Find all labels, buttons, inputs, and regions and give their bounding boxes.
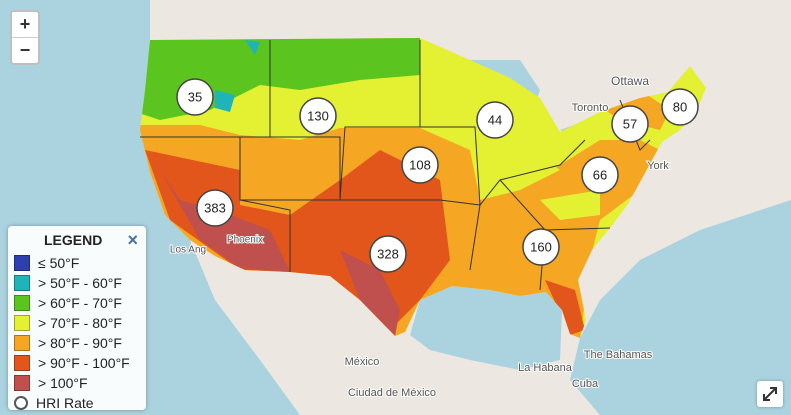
hri-label: 35 [188, 89, 202, 104]
zoom-out[interactable]: − [12, 37, 38, 63]
expand-icon [763, 387, 777, 401]
hri-label: 57 [623, 116, 637, 131]
legend-item: > 90°F - 100°F [14, 354, 130, 372]
hri-marker [611, 105, 649, 143]
temperature-region [215, 40, 260, 112]
hri-marker [581, 156, 619, 194]
legend-item: ≤ 50°F [14, 254, 79, 272]
legend-title: LEGEND [44, 232, 103, 248]
place-label: York [647, 160, 669, 172]
hri-marker [476, 101, 514, 139]
place-label: The Bahamas [584, 349, 653, 361]
legend-item: > 80°F - 90°F [14, 334, 122, 352]
hri-icon [14, 396, 28, 410]
hri-label: 160 [530, 239, 552, 254]
legend-item: > 50°F - 60°F [14, 274, 122, 292]
legend-swatch [14, 255, 30, 271]
place-label: Cuba [572, 378, 599, 390]
legend-swatch [14, 375, 30, 391]
hri-label: 328 [377, 246, 399, 261]
hri-label: 44 [488, 112, 502, 127]
place-label: Toronto [572, 102, 609, 114]
legend-swatch [14, 315, 30, 331]
hri-label: 80 [673, 99, 687, 114]
legend-label: > 90°F - 100°F [38, 355, 130, 371]
hri-label: 66 [593, 167, 607, 182]
place-labels: Ottawa Toronto York Los Ang Phoenix México La … [169, 73, 670, 400]
hri-marker [522, 228, 560, 266]
hri-label: 383 [204, 200, 226, 215]
legend-item: HRI Rate [14, 394, 94, 412]
zoom-in[interactable]: + [19, 14, 31, 34]
legend-label: ≤ 50°F [38, 255, 80, 271]
legend-item: > 60°F - 70°F [14, 294, 122, 312]
place-label: Los Ang [170, 245, 206, 256]
legend-swatch [14, 295, 30, 311]
gulf [410, 286, 562, 370]
place-label: La Habana [518, 362, 573, 374]
hri-marker [401, 146, 439, 184]
legend-close[interactable]: × [127, 230, 138, 250]
hri-marker [369, 235, 407, 273]
atlantic [570, 200, 791, 415]
legend-label: > 80°F - 90°F [38, 335, 122, 351]
legend-label: > 50°F - 60°F [38, 275, 122, 291]
legend-item: > 70°F - 80°F [14, 314, 122, 332]
temperature-region [545, 280, 585, 335]
temperature-region [160, 170, 400, 336]
legend: LEGEND × ≤ 50°F > 50°F - 60°F > 60°F - 70°… [8, 226, 146, 412]
markers: 35 130 44 57 80 108 66 383 328 160 [176, 78, 699, 273]
hri-label: 108 [409, 157, 431, 172]
hri-label: 130 [307, 108, 329, 123]
place-label: Ciudad de México [348, 387, 436, 399]
expand-button[interactable] [757, 381, 783, 407]
place-label: Ottawa [611, 74, 649, 88]
hri-marker [661, 88, 699, 126]
legend-label: > 70°F - 80°F [38, 315, 122, 331]
legend-label: > 60°F - 70°F [38, 295, 122, 311]
legend-item: > 100°F [14, 374, 88, 392]
legend-swatch [14, 275, 30, 291]
legend-swatch [14, 355, 30, 371]
legend-label: > 100°F [38, 375, 88, 391]
legend-label: HRI Rate [36, 395, 94, 411]
hri-marker [196, 189, 234, 227]
zoom-control: + − [10, 10, 40, 65]
hri-marker [176, 78, 214, 116]
temperature-region [480, 140, 600, 220]
hri-marker [299, 97, 337, 135]
legend-swatch [14, 335, 30, 351]
place-label: Phoenix [227, 235, 263, 246]
place-label: México [345, 356, 380, 368]
